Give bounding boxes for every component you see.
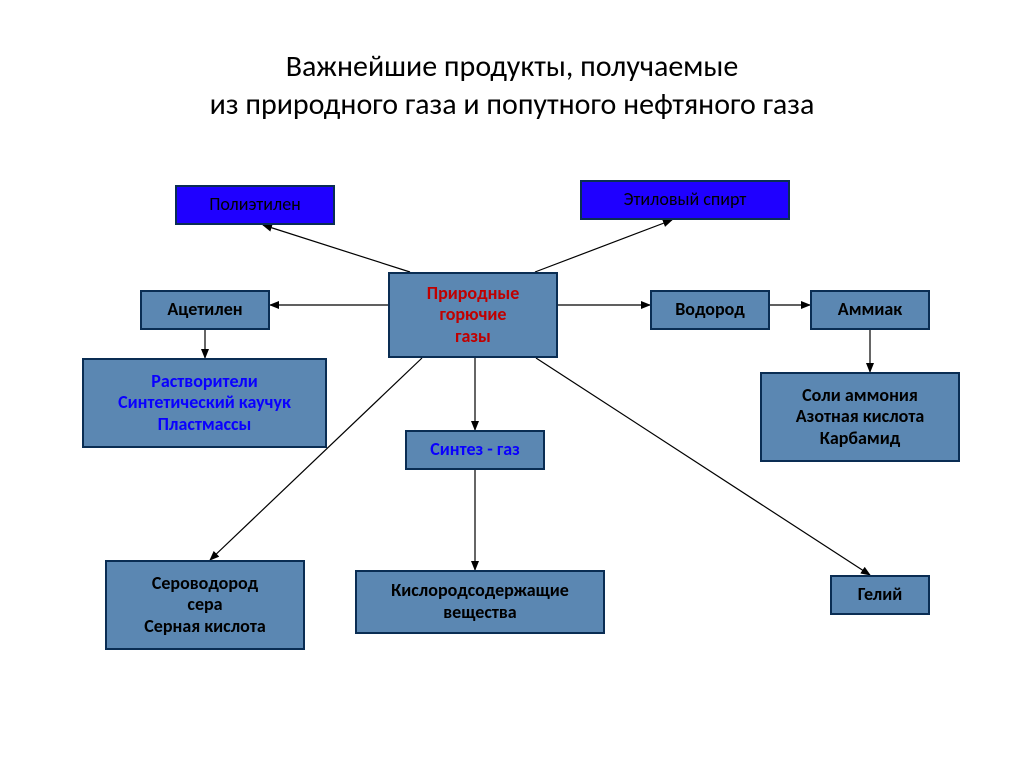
node-acetylene: Ацетилен — [140, 290, 270, 330]
node-label: Полиэтилен — [209, 194, 301, 216]
node-label: Природныегорючиегазы — [427, 283, 520, 348]
node-ammonia: Аммиак — [810, 290, 930, 330]
node-polyethylene: Полиэтилен — [175, 185, 335, 225]
node-label: Аммиак — [838, 299, 902, 321]
node-syngas: Синтез - газ — [405, 430, 545, 470]
node-label: Кислородсодержащиевещества — [391, 580, 569, 623]
diagram-title: Важнейшие продукты, получаемые из природ… — [0, 48, 1024, 123]
title-line-1: Важнейшие продукты, получаемые — [286, 48, 739, 85]
diagram-canvas: { "type": "flowchart", "canvas": { "widt… — [0, 0, 1024, 768]
node-label: Синтез - газ — [430, 439, 520, 461]
node-natural-gases: Природныегорючиегазы — [388, 272, 558, 358]
node-label: Ацетилен — [167, 299, 242, 321]
node-ammonium-salts: Соли аммонияАзотная кислотаКарбамид — [760, 372, 960, 462]
node-label: Соли аммонияАзотная кислотаКарбамид — [796, 385, 925, 450]
node-helium: Гелий — [830, 575, 930, 615]
node-label: Гелий — [858, 584, 903, 606]
node-label: Водород — [675, 299, 745, 321]
title-line-2: из природного газа и попутного нефтяного… — [210, 86, 815, 123]
node-solvents: РастворителиСинтетический каучукПластмас… — [82, 358, 327, 448]
node-hydrogen: Водород — [650, 290, 770, 330]
node-label: Этиловый спирт — [624, 189, 747, 211]
node-h2s: СероводородсераСерная кислота — [105, 560, 305, 650]
node-oxygen-compounds: Кислородсодержащиевещества — [355, 570, 605, 634]
node-label: РастворителиСинтетический каучукПластмас… — [118, 371, 291, 436]
node-label: СероводородсераСерная кислота — [144, 573, 265, 638]
node-ethanol: Этиловый спирт — [580, 180, 790, 220]
